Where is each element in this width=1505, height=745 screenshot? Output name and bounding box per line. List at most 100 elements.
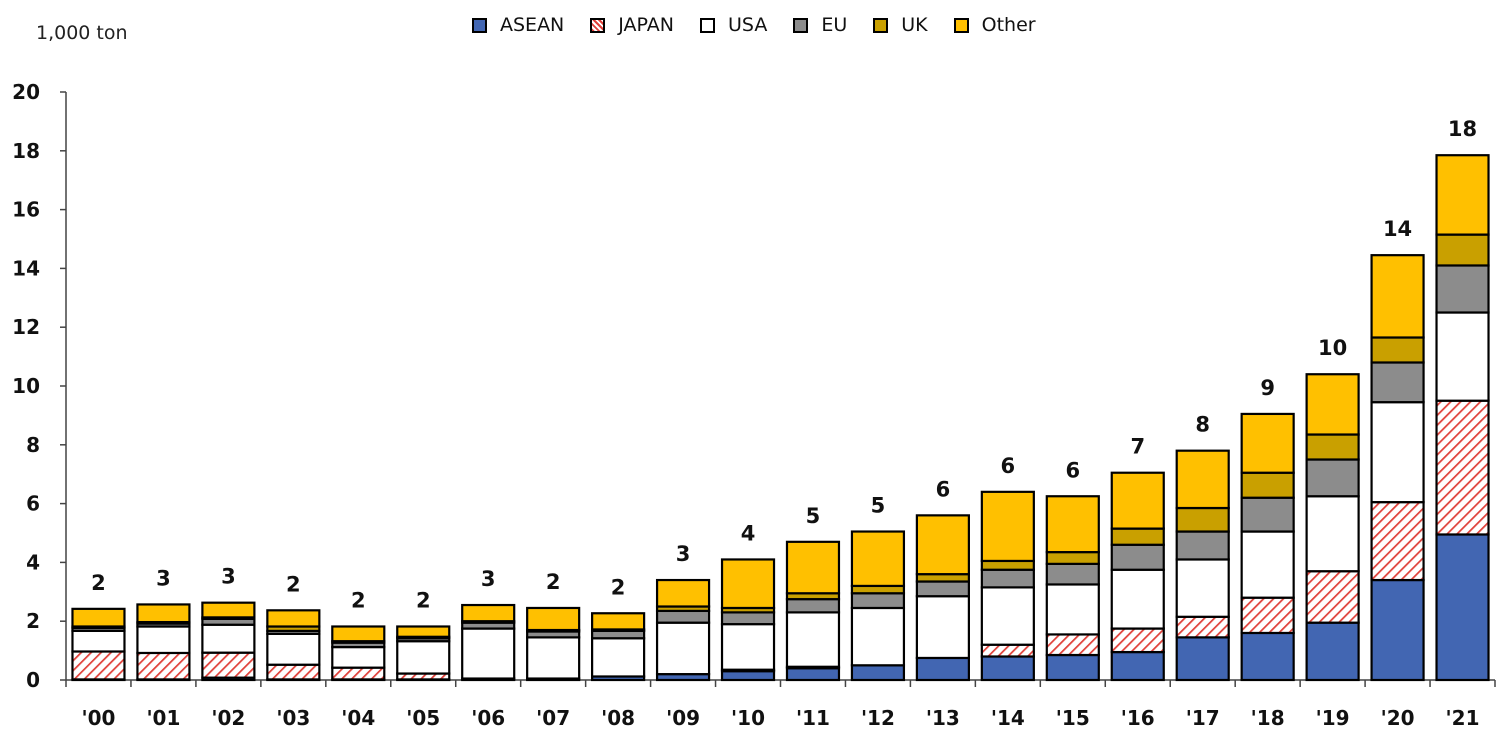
- x-tick-label-02: '02: [211, 706, 245, 730]
- y-tick-label-0: 0: [26, 668, 40, 692]
- legend-item-uk: UK: [873, 14, 928, 36]
- legend-item-other: Other: [953, 14, 1036, 36]
- bar-eu-21: [1435, 264, 1490, 314]
- bar-eu-08: [591, 629, 646, 640]
- y-tick-label-2: 2: [26, 609, 40, 633]
- x-tick-label-08: '08: [601, 706, 635, 730]
- bar-usa-20: [1370, 401, 1425, 504]
- y-tick-label-6: 6: [26, 492, 40, 516]
- bar-japan-14: [980, 643, 1035, 658]
- x-tick-label-09: '09: [666, 706, 700, 730]
- total-label-19: 10: [1318, 336, 1347, 360]
- bar-other-19: [1305, 373, 1360, 436]
- bar-usa-04: [331, 645, 386, 669]
- y-tick-label-18: 18: [12, 139, 40, 163]
- bar-usa-05: [396, 640, 451, 675]
- bar-usa-00: [71, 629, 126, 653]
- total-label-04: 2: [351, 588, 366, 612]
- legend-label-uk: UK: [901, 14, 928, 36]
- bar-other-03: [266, 609, 321, 628]
- x-tick-label-18: '18: [1251, 706, 1285, 730]
- total-label-07: 2: [546, 570, 561, 594]
- bar-japan-15: [1045, 633, 1100, 657]
- x-tick-label-16: '16: [1121, 706, 1155, 730]
- bar-asean-20: [1370, 578, 1425, 682]
- bar-japan-03: [266, 663, 321, 681]
- x-tick-label-17: '17: [1186, 706, 1220, 730]
- bar-other-02: [201, 601, 256, 619]
- total-label-16: 7: [1130, 435, 1145, 459]
- bar-usa-02: [201, 623, 256, 654]
- bar-uk-17: [1175, 506, 1230, 533]
- bar-other-06: [461, 603, 516, 623]
- bar-uk-13: [915, 573, 970, 583]
- bar-eu-20: [1370, 361, 1425, 404]
- x-tick-label-05: '05: [406, 706, 440, 730]
- bar-asean-16: [1110, 650, 1165, 682]
- bar-usa-17: [1175, 558, 1230, 618]
- bar-uk-19: [1305, 433, 1360, 461]
- bar-uk-14: [980, 559, 1035, 571]
- bar-eu-13: [915, 580, 970, 598]
- bar-other-13: [915, 514, 970, 576]
- bar-usa-10: [720, 623, 776, 671]
- total-label-15: 6: [1065, 458, 1080, 482]
- bar-asean-15: [1045, 653, 1100, 682]
- bar-eu-18: [1240, 496, 1295, 533]
- bar-usa-11: [785, 611, 841, 668]
- legend-item-usa: USA: [700, 14, 767, 36]
- total-label-18: 9: [1260, 376, 1275, 400]
- bar-asean-10: [720, 670, 776, 682]
- total-label-12: 5: [871, 494, 886, 518]
- bar-eu-17: [1175, 530, 1230, 561]
- bar-japan-00: [71, 650, 126, 681]
- legend-swatch-asean: [472, 17, 487, 33]
- y-axis-unit-label: 1,000 ton: [36, 22, 128, 44]
- bar-other-11: [785, 540, 841, 595]
- bar-eu-15: [1045, 562, 1100, 586]
- bar-other-21: [1435, 154, 1490, 236]
- bar-eu-16: [1110, 543, 1165, 571]
- bar-other-18: [1240, 412, 1295, 474]
- total-label-17: 8: [1195, 413, 1210, 437]
- y-tick-label-4: 4: [26, 550, 40, 574]
- legend-swatch-usa: [700, 17, 716, 33]
- x-tick-label-06: '06: [471, 706, 505, 730]
- bar-usa-16: [1110, 568, 1165, 630]
- bar-eu-19: [1305, 458, 1360, 498]
- legend-label-usa: USA: [728, 14, 768, 36]
- bar-usa-03: [266, 632, 321, 666]
- x-tick-label-01: '01: [146, 706, 180, 730]
- legend: ASEAN JAPAN USA EU UK Other: [472, 14, 1062, 36]
- bar-other-04: [331, 625, 386, 643]
- bar-usa-01: [136, 625, 191, 655]
- bar-other-14: [980, 490, 1035, 563]
- x-tick-label-20: '20: [1381, 706, 1415, 730]
- bar-eu-11: [785, 598, 841, 614]
- bar-asean-18: [1240, 631, 1295, 682]
- bar-other-00: [71, 607, 126, 628]
- legend-swatch-uk: [873, 17, 889, 33]
- bar-other-08: [591, 612, 646, 631]
- bar-asean-21: [1435, 533, 1490, 682]
- bar-japan-04: [331, 666, 386, 681]
- total-label-21: 18: [1448, 117, 1477, 141]
- bar-japan-20: [1370, 501, 1425, 582]
- bar-usa-13: [915, 595, 970, 660]
- x-tick-label-04: '04: [341, 706, 375, 730]
- total-label-10: 4: [741, 521, 756, 545]
- legend-label-japan: JAPAN: [618, 14, 675, 36]
- bar-usa-14: [980, 586, 1035, 646]
- legend-swatch-eu: [793, 17, 809, 33]
- y-tick-label-10: 10: [12, 374, 40, 398]
- x-tick-label-07: '07: [536, 706, 570, 730]
- bar-usa-07: [526, 636, 581, 680]
- bar-uk-12: [850, 584, 906, 595]
- total-label-11: 5: [806, 504, 821, 528]
- bar-japan-16: [1110, 627, 1165, 654]
- x-tick-label-21: '21: [1446, 706, 1480, 730]
- legend-swatch-other: [953, 17, 969, 33]
- bar-other-01: [136, 603, 191, 624]
- bar-uk-16: [1110, 527, 1165, 546]
